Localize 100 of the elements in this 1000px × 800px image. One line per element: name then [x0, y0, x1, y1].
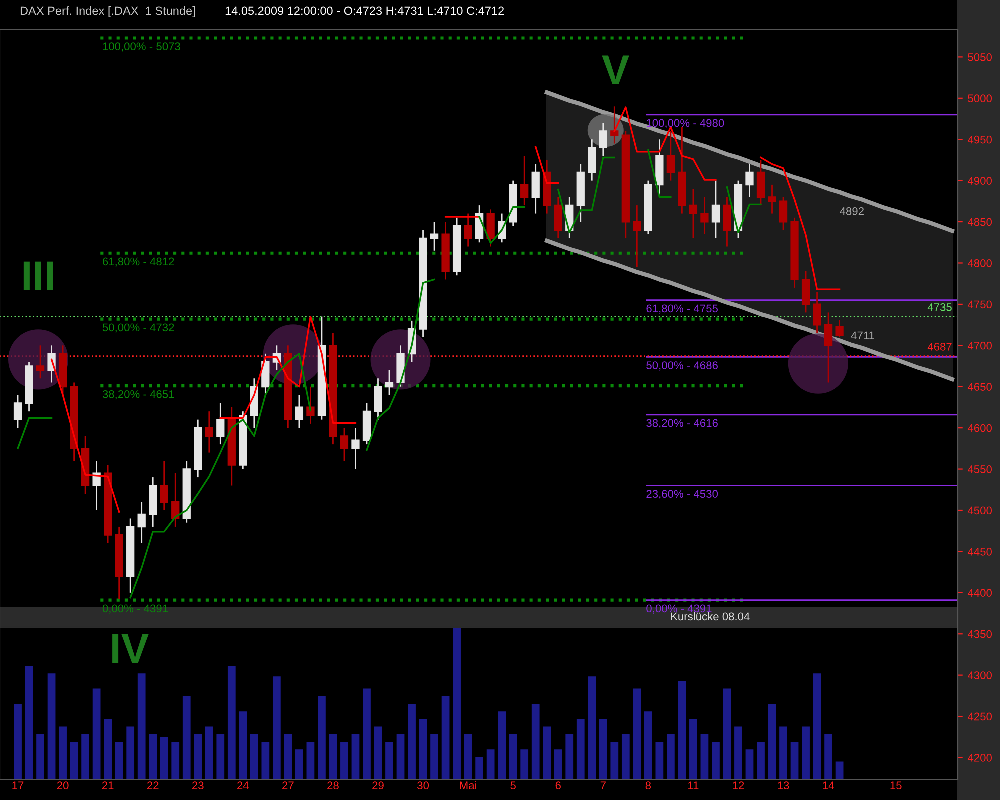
bar — [746, 750, 754, 780]
candlestick — [216, 402, 225, 446]
x-tick-label: 24 — [238, 782, 250, 790]
y-tick-label: 4850 — [968, 218, 992, 226]
bar — [554, 750, 562, 780]
bar — [476, 757, 484, 780]
bar — [667, 734, 675, 780]
bar — [126, 726, 135, 780]
bar — [824, 734, 832, 780]
bar — [36, 734, 44, 780]
bar — [182, 696, 191, 780]
bar — [205, 726, 214, 780]
x-tick-label: 15 — [890, 782, 902, 790]
bar — [329, 734, 338, 780]
bar — [588, 676, 596, 780]
y-tick-label: 5000 — [968, 94, 992, 103]
annotation: 23,60% - 4530 — [646, 490, 718, 500]
x-tick-label: 27 — [282, 782, 294, 790]
bar — [836, 762, 844, 780]
annotation: V — [602, 56, 630, 84]
annotation: 0,00% - 4391 — [646, 604, 712, 614]
candlestick — [138, 502, 146, 544]
bar — [656, 742, 664, 780]
candlestick — [385, 370, 394, 396]
bar — [306, 742, 315, 780]
candlestick — [172, 472, 180, 528]
y-tick-label: 4650 — [968, 383, 992, 392]
candlestick — [610, 106, 619, 144]
candlestick — [92, 460, 101, 512]
candlestick — [700, 196, 709, 236]
x-tick-label: 12 — [733, 782, 744, 790]
candlestick — [633, 204, 642, 268]
bar — [419, 719, 428, 780]
bar — [757, 742, 765, 780]
bar — [813, 674, 822, 780]
candlestick — [205, 410, 214, 454]
bar — [363, 688, 371, 780]
annotation: 0,00% - 4391 — [102, 604, 168, 614]
x-tick-label: 20 — [57, 782, 69, 790]
bar — [59, 726, 67, 780]
bar — [690, 719, 698, 780]
y-tick-label: 4300 — [968, 672, 992, 680]
bar — [160, 737, 168, 780]
candlestick — [689, 188, 698, 240]
bar — [644, 712, 652, 780]
annotation: IV — [112, 634, 149, 664]
annotation: 4892 — [840, 207, 864, 216]
bar — [520, 750, 529, 780]
ref-line-label: 4687 — [928, 343, 952, 351]
annotation: 61,80% - 4812 — [103, 258, 174, 267]
bar — [70, 742, 78, 780]
y-tick-label: 5050 — [968, 53, 992, 62]
chart-title: DAX Perf. Index [.DAX 1 Stunde] — [20, 6, 196, 18]
x-tick-label: 13 — [778, 782, 790, 790]
x-tick-label: 14 — [823, 782, 834, 790]
y-tick-label: 4350 — [968, 630, 992, 638]
x-tick-label: 17 — [12, 782, 24, 790]
candlestick — [666, 130, 676, 182]
candlestick — [836, 319, 844, 338]
ref-line-label: 4735 — [928, 303, 952, 312]
bar — [442, 696, 450, 780]
annotation: 50,00% - 4732 — [102, 324, 174, 333]
bar — [576, 719, 585, 780]
candlestick — [430, 221, 439, 252]
y-tick-label: 4700 — [968, 342, 992, 350]
x-tick-label: 23 — [192, 782, 204, 790]
candlestick — [746, 164, 754, 198]
y-tick-label: 4800 — [968, 260, 992, 268]
x-tick-label: 29 — [372, 782, 384, 790]
bar — [610, 742, 619, 780]
bar — [272, 676, 281, 780]
bar — [486, 750, 495, 780]
candlestick — [352, 427, 360, 470]
bar — [622, 734, 630, 780]
y-tick-label: 4500 — [968, 506, 992, 515]
bar — [149, 734, 158, 780]
x-tick-label: 30 — [418, 782, 430, 790]
line-series — [545, 90, 954, 234]
bar — [48, 674, 56, 780]
bar — [318, 696, 326, 780]
candlestick — [160, 460, 168, 512]
bar — [250, 734, 258, 780]
x-tick-label: 8 — [646, 782, 652, 790]
candlestick — [520, 155, 529, 206]
bar — [396, 734, 405, 780]
bar — [25, 666, 34, 780]
candlestick — [824, 312, 833, 384]
annotation: 100,00% - 4980 — [647, 119, 724, 128]
line-series — [545, 238, 954, 382]
bar — [104, 719, 112, 780]
y-tick-label: 4200 — [968, 754, 992, 762]
bar — [780, 726, 788, 780]
x-tick-label: Mai — [460, 781, 477, 790]
annotation: III — [24, 262, 54, 290]
bar — [633, 688, 642, 780]
bar — [92, 688, 101, 780]
x-tick-label: 6 — [556, 782, 561, 790]
bar — [532, 704, 540, 780]
bar — [138, 674, 146, 780]
candlestick — [779, 196, 788, 231]
